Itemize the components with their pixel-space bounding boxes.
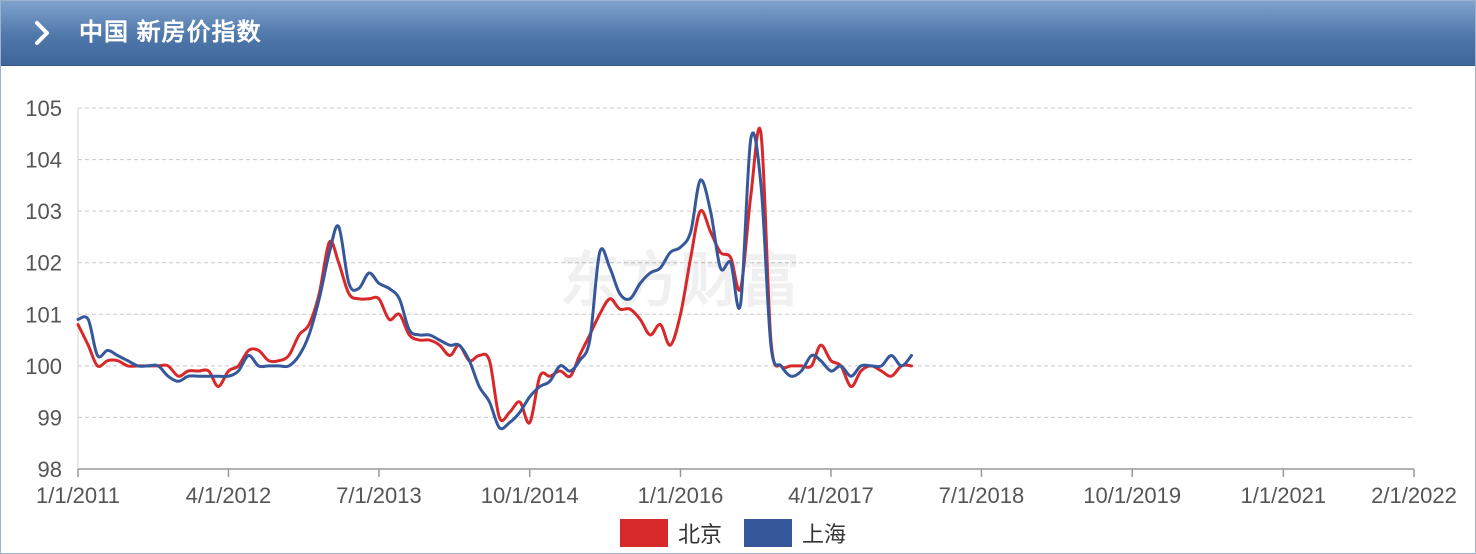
y-tick-label: 99	[38, 405, 62, 430]
x-tick-label: 4/1/2012	[186, 483, 272, 508]
y-tick-label: 105	[25, 96, 62, 121]
x-tick-label: 7/1/2018	[939, 483, 1025, 508]
legend-label-shanghai: 上海	[802, 522, 847, 547]
grid-lines	[78, 107, 1414, 418]
y-tick-label: 102	[25, 251, 62, 276]
x-tick-label: 1/1/2016	[638, 483, 724, 508]
x-tick-label: 2/1/2022	[1371, 483, 1457, 508]
panel-title: 中国 新房价指数	[79, 19, 262, 46]
series-lines	[76, 126, 913, 431]
series-line-shanghai	[76, 131, 913, 431]
legend-item-shanghai[interactable]: 上海	[744, 517, 846, 549]
y-tick-label: 101	[25, 302, 62, 327]
legend-label-beijing: 北京	[678, 522, 723, 547]
x-tick-label: 1/1/2011	[36, 483, 120, 508]
panel-header: 中国 新房价指数	[1, 1, 1475, 66]
legend-item-beijing[interactable]: 北京	[620, 517, 722, 549]
legend: 北京 上海	[620, 518, 868, 548]
axes	[77, 108, 1415, 477]
y-tick-label: 103	[25, 199, 62, 224]
y-tick-label: 104	[25, 148, 62, 173]
x-axis-labels: 1/1/2011 4/1/2012 7/1/2013 10/1/2014 1/1/201…	[36, 483, 1457, 508]
chevron-right-icon[interactable]	[27, 17, 59, 49]
legend-swatch-shanghai	[744, 519, 793, 547]
y-axis-labels: 98 99 100 101 102 103 104 105	[25, 96, 62, 482]
x-tick-label: 4/1/2017	[788, 483, 874, 508]
x-tick-label: 7/1/2013	[336, 483, 422, 508]
y-tick-label: 100	[25, 354, 62, 379]
x-tick-label: 10/1/2014	[481, 483, 579, 508]
legend-swatch-beijing	[620, 519, 668, 547]
y-tick-label: 98	[38, 457, 62, 482]
x-tick-label: 1/1/2021	[1241, 483, 1327, 508]
x-tick-label: 10/1/2019	[1083, 483, 1181, 508]
